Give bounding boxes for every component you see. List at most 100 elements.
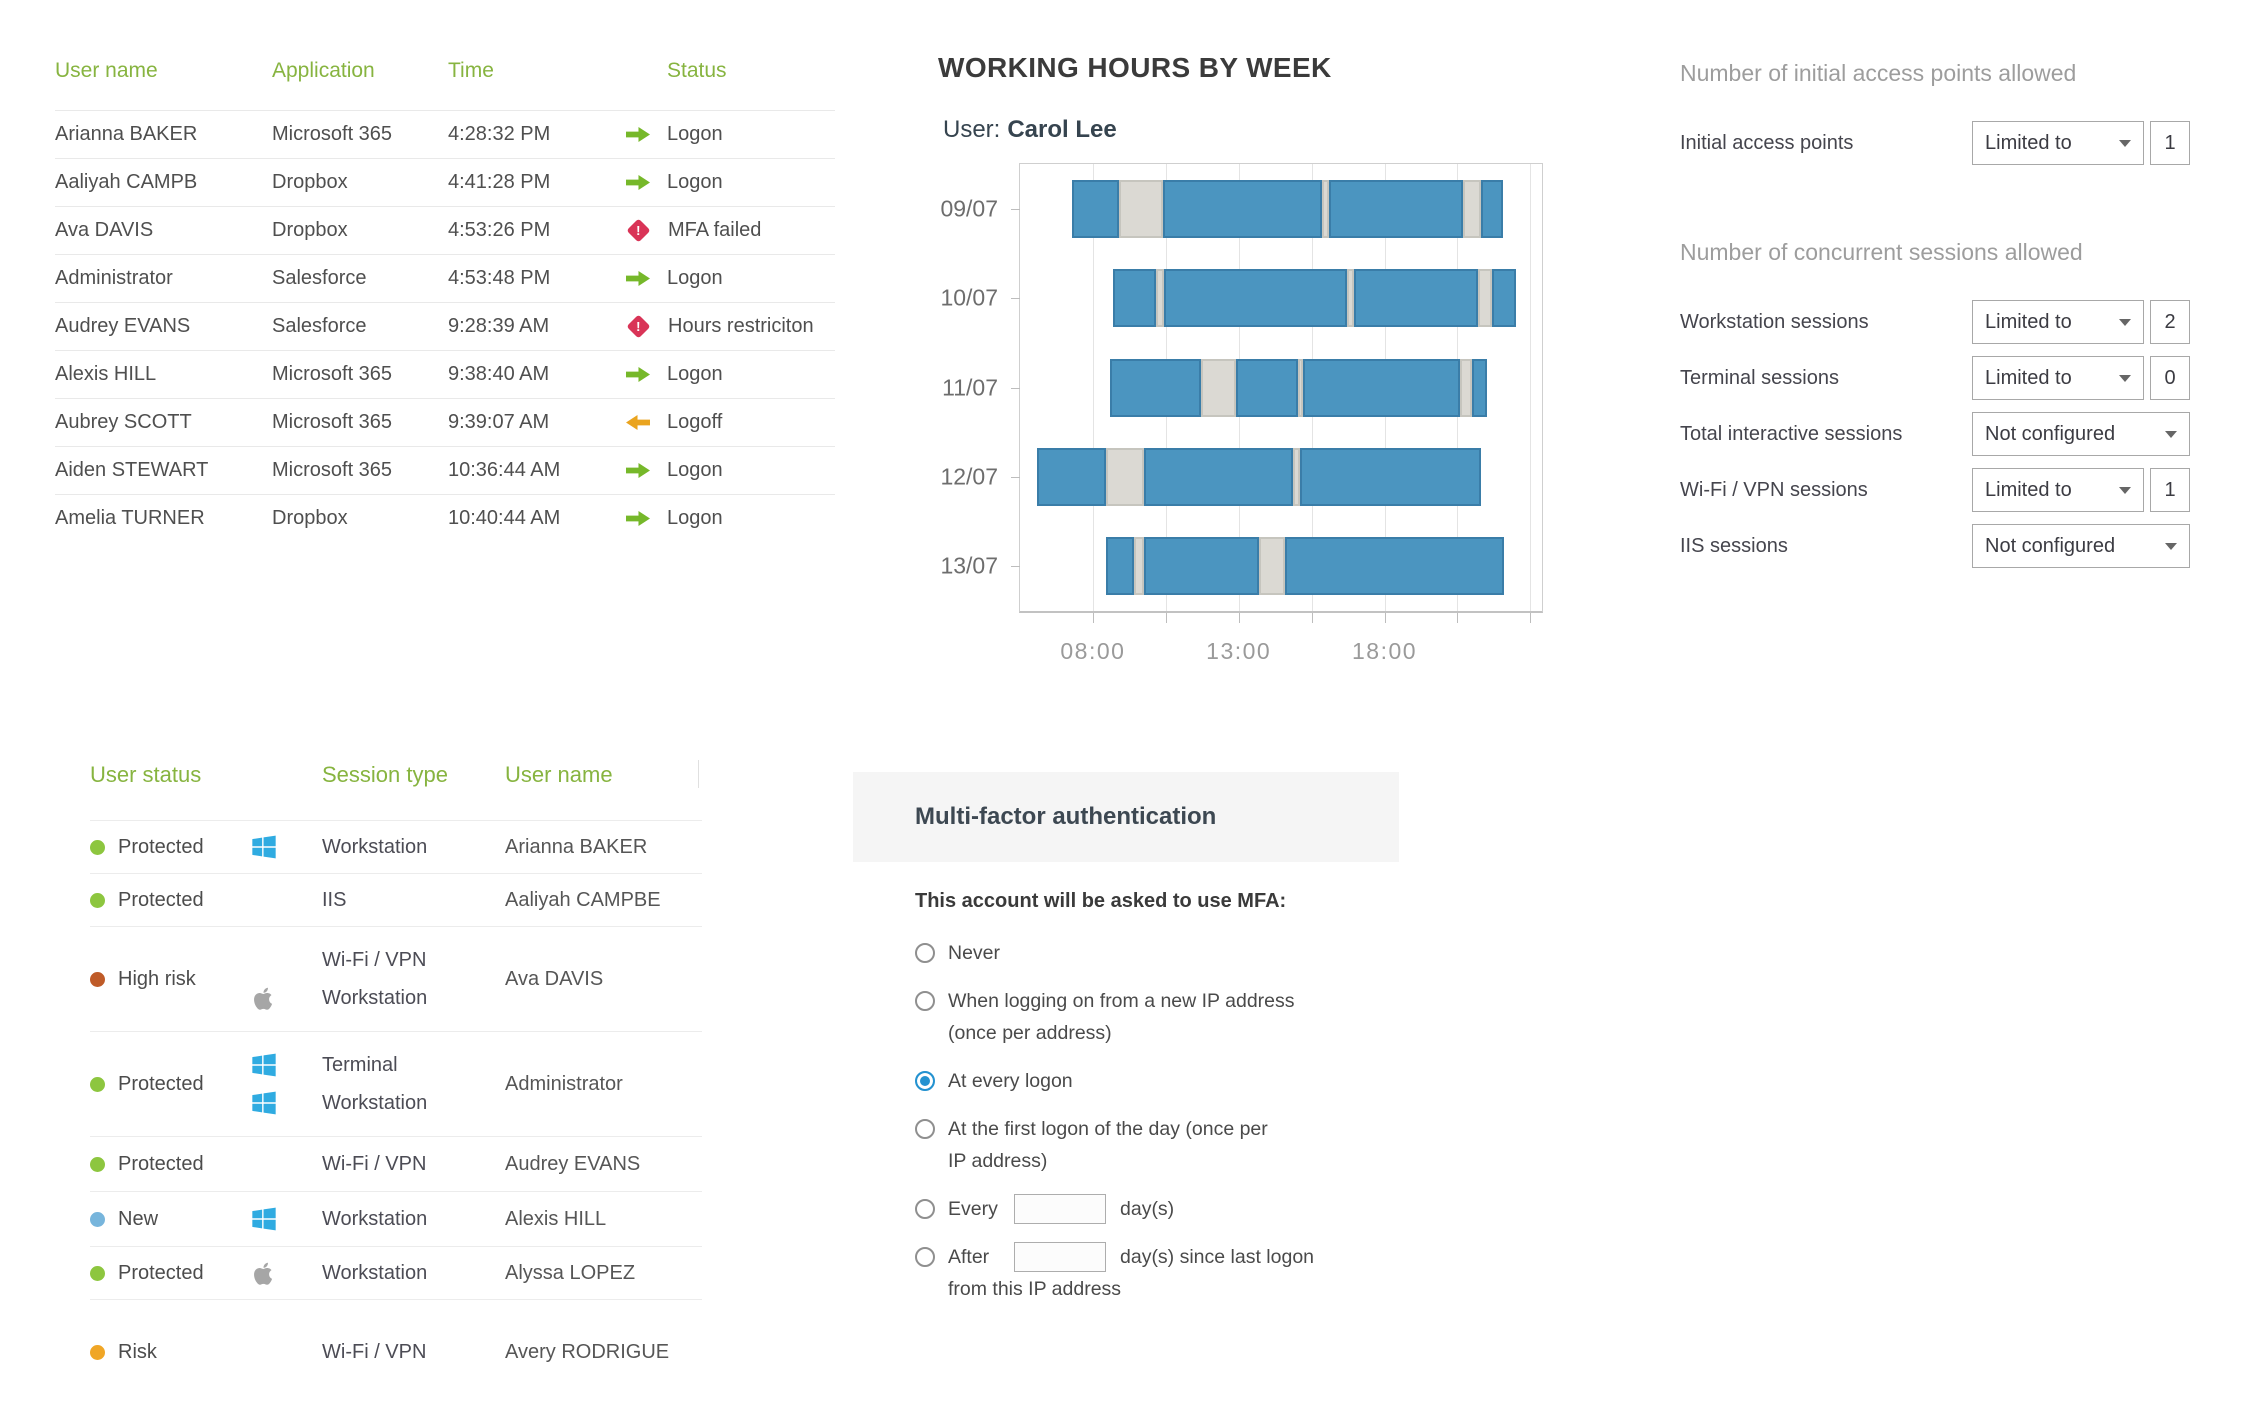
radio-button[interactable] [915, 1119, 935, 1139]
session-segment-active [1235, 358, 1299, 417]
header-divider [698, 760, 699, 788]
session-limit-row: Wi-Fi / VPN sessions Limited to 1 [1680, 468, 2220, 512]
logon-status-label: Logon [667, 267, 723, 289]
column-header-application: Application [272, 59, 375, 82]
limit-select-dropdown[interactable]: Limited to [1972, 121, 2144, 165]
windows-icon [250, 1205, 322, 1233]
x-axis-tick [1238, 613, 1240, 623]
limit-select-dropdown[interactable]: Limited to [1972, 300, 2144, 344]
limit-select-dropdown[interactable]: Not configured [1972, 524, 2190, 568]
session-row[interactable]: Protected Wi-Fi / VPN Audrey EVANS [90, 1136, 702, 1191]
user-status-cell: Protected [90, 836, 250, 859]
y-axis-label: 12/07 [940, 463, 998, 490]
logon-user-name: Arianna BAKER [55, 123, 198, 145]
limit-count-value: 1 [2164, 478, 2176, 501]
logon-time: 4:28:32 PM [448, 123, 551, 145]
session-limit-row: Workstation sessions Limited to 2 [1680, 300, 2220, 344]
session-user-name: Administrator [505, 1072, 623, 1095]
user-status-label: Protected [118, 1261, 204, 1284]
mfa-option[interactable]: When logging on from a new IP address (on… [915, 985, 1399, 1049]
session-row[interactable]: Protected IIS Aaliyah CAMPBE [90, 873, 702, 926]
logon-arrow-icon [626, 463, 650, 478]
mfa-option-label: After [948, 1245, 990, 1268]
limit-select-dropdown[interactable]: Not configured [1972, 412, 2190, 456]
radio-button[interactable] [915, 943, 935, 963]
user-status-cell: Protected [90, 1262, 250, 1285]
mfa-option[interactable]: Never [915, 937, 1399, 969]
logon-status: Logon [626, 459, 835, 482]
session-segment-active [1299, 447, 1481, 506]
session-segment-active [1072, 179, 1120, 238]
logon-status: ! Hours restriciton [626, 314, 835, 339]
y-axis-label: 11/07 [942, 374, 998, 400]
logon-status-label: Logon [667, 171, 723, 193]
x-axis-tick [1165, 613, 1167, 623]
session-row[interactable]: New Workstation Alexis HILL [90, 1191, 702, 1246]
logon-time: 4:53:26 PM [448, 219, 551, 241]
session-user-name: Alyssa LOPEZ [505, 1261, 636, 1284]
mfa-option-body: Every day(s) [948, 1193, 1174, 1225]
limit-select-value: Limited to [1985, 478, 2072, 501]
mfa-option[interactable]: At the first logon of the day (once per I… [915, 1113, 1399, 1177]
days-input[interactable] [1014, 1194, 1106, 1224]
radio-button[interactable] [915, 991, 935, 1011]
logon-status-label: Logon [667, 363, 723, 385]
mfa-option-body: After day(s) since last logon from this IP… [948, 1241, 1314, 1305]
column-header-session-type: Session type [322, 762, 448, 787]
session-segment-active [1353, 269, 1478, 328]
logon-status: ! MFA failed [626, 218, 835, 243]
session-segment-idle [1155, 269, 1165, 328]
session-row[interactable]: Risk Wi-Fi / VPN Avery RODRIGUE [90, 1326, 702, 1378]
logon-status-label: Logon [667, 459, 723, 481]
column-header-user-name: User name [505, 762, 613, 787]
logon-user-name: Audrey EVANS [55, 315, 191, 337]
limit-count-input[interactable]: 2 [2150, 300, 2190, 344]
y-axis-tick [1011, 566, 1020, 568]
logon-time: 10:40:44 AM [448, 507, 561, 529]
logon-event-row[interactable]: Audrey EVANS Salesforce 9:28:39 AM! Hours r… [55, 302, 835, 350]
logon-event-row[interactable]: Administrator Salesforce 4:53:48 PM Logon [55, 254, 835, 302]
session-segment-active [1110, 358, 1201, 417]
session-row[interactable]: Protected Workstation Arianna BAKER [90, 820, 702, 873]
user-status-cell: Risk [90, 1341, 250, 1364]
logon-event-row[interactable]: Aaliyah CAMPB Dropbox 4:41:28 PM Logon [55, 158, 835, 206]
logon-event-row[interactable]: Amelia TURNER Dropbox 10:40:44 AM Logon [55, 494, 835, 542]
logon-event-row[interactable]: Alexis HILL Microsoft 365 9:38:40 AM Logon [55, 350, 835, 398]
mfa-option[interactable]: At every logon [915, 1065, 1399, 1097]
sessions-table-header: User status Session type User name [90, 750, 702, 820]
limit-select-dropdown[interactable]: Limited to [1972, 468, 2144, 512]
alert-diamond-icon: ! [626, 314, 651, 339]
x-axis-tick [1311, 613, 1313, 623]
session-type-line: IIS [250, 881, 505, 919]
logon-time: 4:53:48 PM [448, 267, 551, 289]
radio-button[interactable] [915, 1071, 935, 1091]
row-spacer [90, 1300, 702, 1326]
session-row[interactable]: High risk Wi-Fi / VPN Workstation Ava DAVIS [90, 926, 702, 1031]
mfa-option[interactable]: Every day(s) [915, 1193, 1399, 1225]
logon-event-row[interactable]: Aiden STEWART Microsoft 365 10:36:44 AM Log… [55, 446, 835, 494]
radio-button[interactable] [915, 1199, 935, 1219]
session-segment-active [1143, 537, 1260, 596]
x-axis-label: 18:00 [1351, 638, 1418, 664]
session-row[interactable]: Protected Terminal Workstation Administrato… [90, 1031, 702, 1136]
mfa-option-line: At every logon [948, 1065, 1073, 1097]
session-row[interactable]: Protected Workstation Alyssa LOPEZ [90, 1246, 702, 1300]
limit-count-input[interactable]: 0 [2150, 356, 2190, 400]
logon-user-name: Administrator [55, 267, 173, 289]
mfa-option[interactable]: After day(s) since last logon from this IP… [915, 1241, 1399, 1305]
user-status-cell: Protected [90, 889, 250, 912]
user-status-label: Protected [118, 835, 204, 858]
session-limit-label: IIS sessions [1680, 534, 1788, 557]
logon-event-row[interactable]: Aubrey SCOTT Microsoft 365 9:39:07 AM Logof… [55, 398, 835, 446]
mfa-option-line: Never [948, 937, 1000, 969]
limit-count-input[interactable]: 1 [2150, 468, 2190, 512]
logon-event-row[interactable]: Arianna BAKER Microsoft 365 4:28:32 PM Logo… [55, 110, 835, 158]
session-limit-label: Total interactive sessions [1680, 422, 1903, 445]
limit-select-value: Limited to [1985, 310, 2072, 333]
logon-event-row[interactable]: Ava DAVIS Dropbox 4:53:26 PM! MFA failed [55, 206, 835, 254]
limit-select-dropdown[interactable]: Limited to [1972, 356, 2144, 400]
days-input[interactable] [1014, 1242, 1106, 1272]
limit-count-input[interactable]: 1 [2150, 121, 2190, 165]
radio-button[interactable] [915, 1247, 935, 1267]
chart-plot-area: 08:00 13:00 18:00 09/07 10/07 11/07 12/07 13/07 [940, 163, 1543, 664]
